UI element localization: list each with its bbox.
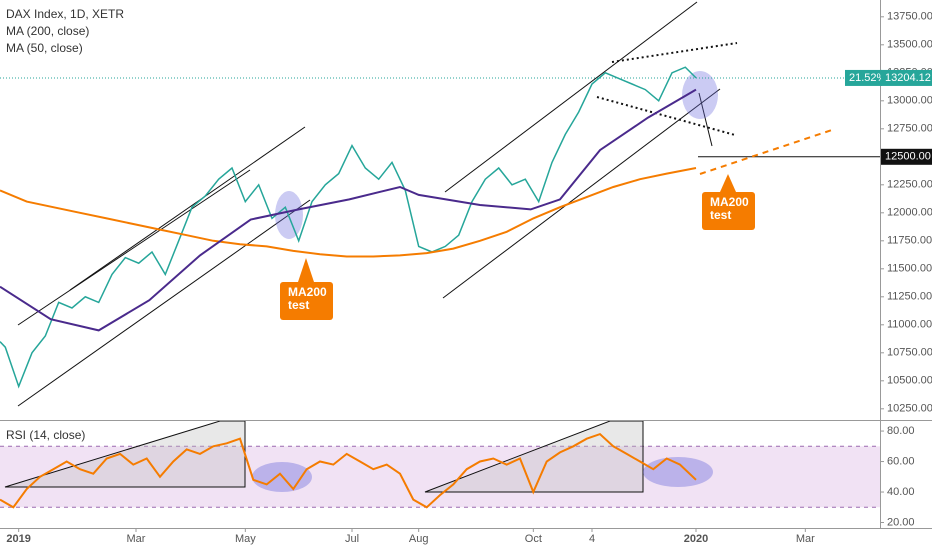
series-line [0,66,697,389]
wedge-line [596,96,736,136]
legend-entry: MA (50, close) [6,41,83,55]
series-line [0,432,697,509]
annotation-box [280,282,333,320]
channel-line [17,169,251,326]
chart-title: DAX Index, 1D, XETR [6,7,124,21]
channel-line [17,199,311,407]
ma-projection [699,129,833,175]
rsi-highlight [643,457,713,487]
x-tick-label: 4 [589,533,595,545]
series-line [0,167,697,258]
channel-line [69,126,306,291]
y-tick-label: 11750.00 [887,235,932,247]
annotation-text: test [710,208,731,222]
y-tick-label: 60.00 [887,455,915,467]
drawings [17,1,880,407]
y-tick-label: 10750.00 [887,347,932,359]
y-tick-label: 12000.00 [887,207,932,219]
annotation-text: MA200 [710,195,749,209]
y-tick-label: 10500.00 [887,375,932,387]
wedge-line [611,42,738,63]
x-tick-label: Oct [525,533,542,545]
y-tick-label: 13000.00 [887,95,932,107]
y-tick-label: 13750.00 [887,11,932,23]
y-tick-label: 11000.00 [887,319,932,331]
y-tick-label: 11500.00 [887,263,932,275]
series-line [0,88,697,332]
y-tick-label: 12750.00 [887,123,932,135]
rsi-title: RSI (14, close) [6,428,85,442]
channel-line [444,1,698,193]
y-tick-label: 80.00 [887,425,915,437]
change-label: 21.52% [849,72,887,84]
y-tick-label: 13500.00 [887,39,932,51]
y-tick-label: 20.00 [887,516,915,528]
change-box [845,69,882,86]
legend-entry: MA (200, close) [6,24,89,38]
y-tick-label: 10250.00 [887,403,932,415]
rsi-band [0,446,880,508]
price-label: 13204.12 [885,72,931,84]
channel-line [442,88,721,299]
annotation-text: test [288,298,309,312]
annotation-pointer [720,174,736,192]
y-tick-label: 40.00 [887,486,915,498]
x-tick-label: 2020 [684,533,708,545]
x-tick-label: 2019 [6,533,30,545]
highlight [682,71,718,119]
x-tick-label: Mar [796,533,815,545]
x-tick-label: Mar [127,533,146,545]
annotation-pointer [298,258,314,282]
x-tick-label: Aug [409,533,429,545]
annotation-box [702,192,755,230]
level-box [881,148,932,165]
annotation-text: MA200 [288,285,327,299]
price-box [881,69,932,86]
x-tick-label: May [235,533,256,545]
x-tick-label: Jul [345,533,359,545]
arrow [698,92,713,147]
y-tick-label: 12250.00 [887,179,932,191]
level-label: 12500.00 [885,151,931,163]
y-tick-label: 11250.00 [887,291,932,303]
